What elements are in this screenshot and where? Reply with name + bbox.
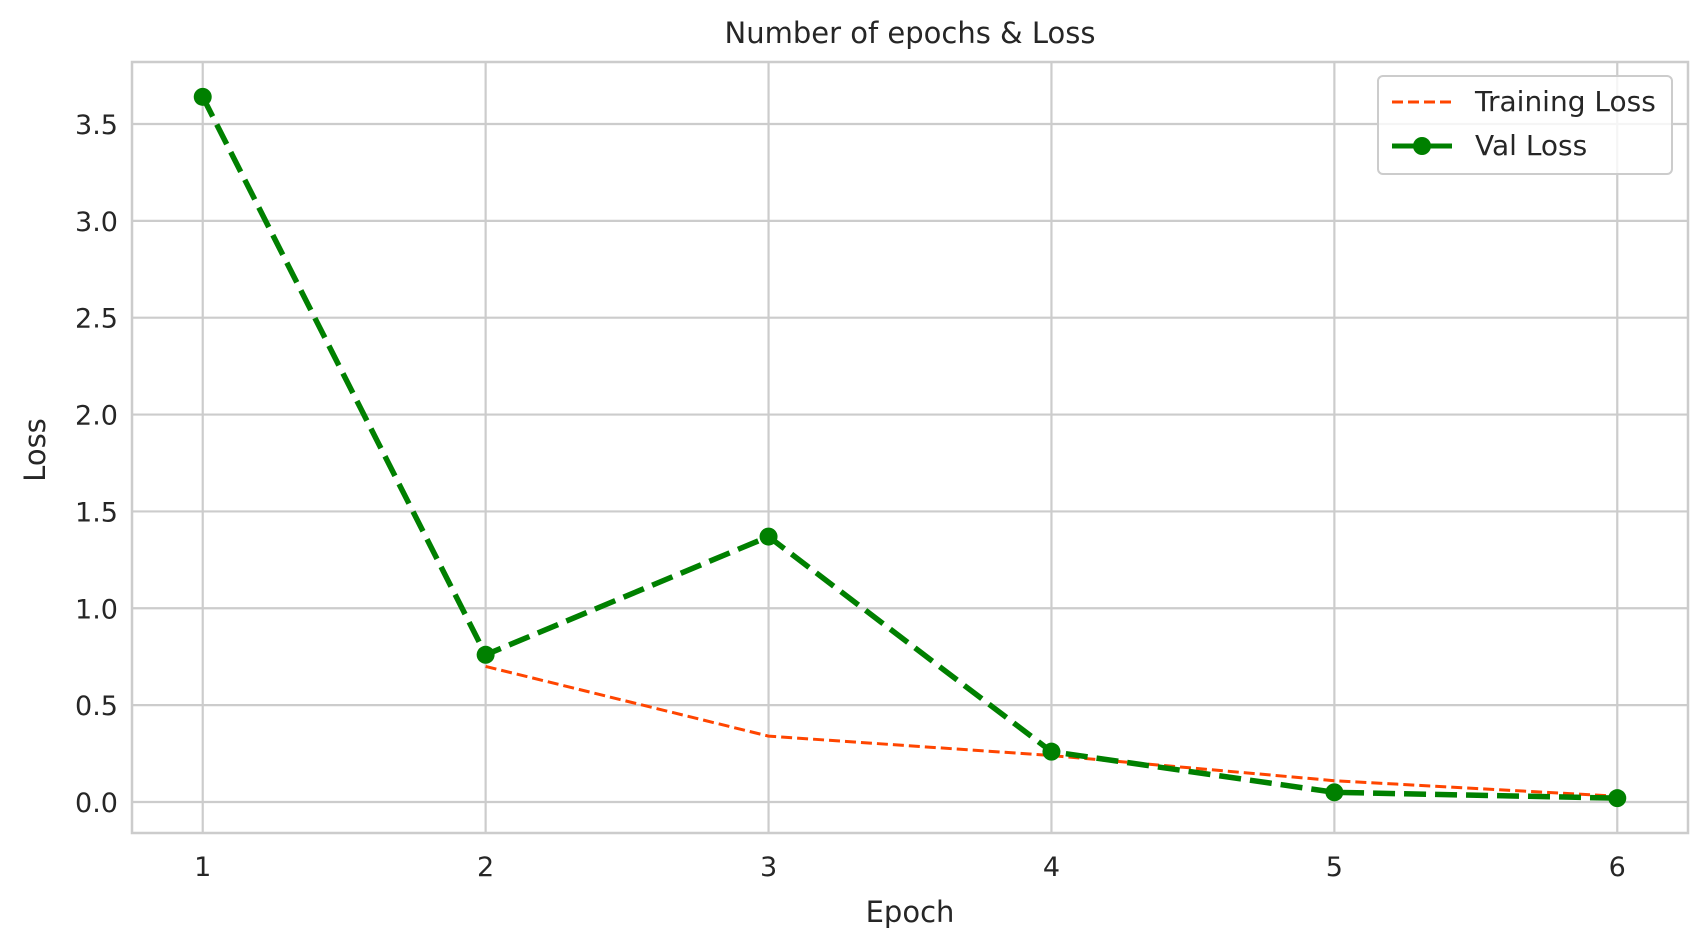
chart-title: Number of epochs & Loss [725, 16, 1096, 50]
y-tick-label: 3.0 [75, 207, 118, 238]
val-loss-point [1325, 783, 1344, 802]
y-tick-label: 2.0 [75, 401, 118, 432]
legend-val-loss-marker [1413, 137, 1431, 155]
legend: Training Loss Val Loss [1377, 75, 1673, 175]
y-tick-label: 0.0 [75, 788, 118, 819]
legend-val-loss-label: Val Loss [1475, 129, 1587, 162]
grid [132, 62, 1688, 833]
training-loss-line [485, 664, 1618, 798]
val-loss-point [1608, 789, 1627, 808]
y-tick-label: 1.0 [75, 594, 118, 625]
x-tick-label: 4 [1043, 852, 1060, 883]
val-loss-point [1042, 742, 1061, 761]
series-lines [193, 87, 1627, 808]
x-tick-label: 5 [1326, 852, 1343, 883]
val-loss-line [200, 95, 1618, 801]
val-loss-point [193, 87, 212, 106]
val-loss-point [759, 527, 778, 546]
x-tick-label: 6 [1609, 852, 1626, 883]
x-tick-label: 3 [760, 852, 777, 883]
tick-labels: 1 2 3 4 5 6 0.0 0.5 1.0 1.5 2.0 2.5 3.0 3.5 [75, 110, 1626, 883]
legend-box [1377, 75, 1673, 175]
y-tick-label: 1.5 [75, 497, 118, 528]
y-tick-label: 0.5 [75, 691, 118, 722]
x-tick-label: 1 [194, 852, 211, 883]
x-axis-label: Epoch [866, 895, 955, 929]
y-tick-label: 2.5 [75, 304, 118, 335]
y-axis-label: Loss [18, 418, 52, 482]
y-tick-label: 3.5 [75, 110, 118, 141]
legend-training-loss-label: Training Loss [1474, 85, 1656, 118]
x-tick-label: 2 [477, 852, 494, 883]
plot-frame [130, 60, 1690, 835]
val-loss-point [476, 645, 495, 664]
